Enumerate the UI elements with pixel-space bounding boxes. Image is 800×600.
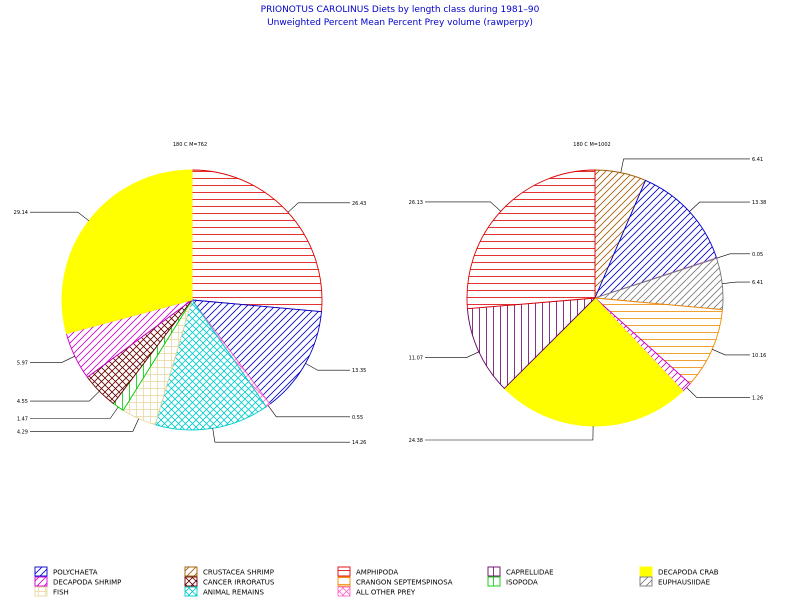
pie-slice-animal-remains [154,298,267,431]
legend-item-animal-remains: ANIMAL REMAINS [184,586,264,597]
pie-slice-polychaeta [191,299,322,405]
data-label-decapoda-shrimp: 1.26 [752,395,763,401]
cross-hatch-icon [337,586,351,597]
legend-label: ALL OTHER PREY [356,589,416,597]
diag-hatch-icon [34,566,48,577]
data-label-caprellidae: 11.07 [409,356,423,362]
leader-line-isopoda [30,406,119,419]
legend-item-euphausiidae: EUPHAUSIIDAE [639,576,710,587]
vertical-hatch-icon [487,576,501,587]
legend-label: ISOPODA [506,579,538,587]
legend-label: CRUSTACEA SHRIMP [203,569,274,577]
diag-hatch-icon [184,566,198,577]
diag-hatch-icon [639,576,653,587]
data-label-all-other-prey: 0.05 [752,252,763,258]
grid-hatch-icon [34,586,48,597]
leader-line-decapoda-crab [425,425,594,441]
pie-slice-decapoda-crab [503,297,684,427]
chart-subtitle: Unweighted Percent Mean Percent Prey vol… [267,18,533,28]
data-label-fish: 4.29 [17,429,28,435]
legend-item-decapoda-shrimp: DECAPODA SHRIMP [34,576,121,587]
legend-label: CANCER IRRORATUS [203,579,275,587]
data-label-all-other-prey: 0.55 [352,415,363,421]
leader-line-euphausiidae [722,281,750,284]
data-label-decapoda-crab: 29.14 [14,210,28,216]
horizontal-hatch-icon [337,566,351,577]
data-label-polychaeta: 13.38 [752,200,766,206]
leader-line-decapoda-crab [30,211,90,222]
data-label-crangon-septemspinosa: 10.16 [752,353,766,359]
leader-line-cancer-irroratus [30,390,100,402]
legend-item-isopoda: ISOPODA [487,576,538,587]
legend-label: ANIMAL REMAINS [203,589,264,597]
pie-slice-crangon-septemspinosa [593,297,723,385]
leader-line-amphipoda [425,201,502,212]
data-label-decapoda-crab: 24.38 [409,438,423,444]
data-label-crustacea-shrimp: 6.41 [752,157,763,163]
data-label-cancer-irroratus: 4.55 [17,399,28,405]
legend-item-fish: FISH [34,586,69,597]
cross-hatch-icon [184,576,198,587]
leader-line-crangon-septemspinosa [712,349,750,356]
legend-label: CRANGON SEPTEMSPINOSA [356,579,453,587]
legend-item-amphipoda: AMPHIPODA [337,566,398,577]
legend-label: DECAPODA CRAB [658,569,719,577]
pie-chart-label: 180 C M=762 [173,142,207,148]
chart-title: PRIONOTUS CAROLINUS Diets by length clas… [261,5,540,15]
legend-item-polychaeta: POLYCHAETA [34,566,98,577]
pie-slice-decapoda-crab [61,169,193,334]
pie-slice-amphipoda [466,169,596,310]
leader-line-amphipoda [287,202,350,213]
pie-charts-group: 180 C M=762 26.43 13.35 0.55 14.26 4.29 1.47 4.… [14,142,767,446]
data-label-amphipoda: 26.43 [352,201,366,207]
pie-slice-amphipoda [191,169,323,313]
legend-label: FISH [53,589,69,597]
legend-label: POLYCHAETA [53,569,98,577]
legend-label: DECAPODA SHRIMP [53,579,121,587]
legend-label: CAPRELLIDAE [506,569,554,577]
vertical-hatch-icon [487,566,501,577]
leader-line-crustacea-shrimp [620,158,750,173]
leader-line-animal-remains [212,428,350,443]
pie-chart-label: 180 C M=1002 [573,142,610,148]
leader-line-all-other-prey [267,405,350,418]
horizontal-hatch-icon [337,576,351,587]
legend-label: EUPHAUSIIDAE [658,579,710,587]
cross-hatch-icon [184,586,198,597]
legend-item-cancer-irroratus: CANCER IRRORATUS [184,576,275,587]
data-label-animal-remains: 14.26 [352,440,366,446]
leader-line-decapoda-shrimp [30,355,75,363]
legend-item-all-other-prey: ALL OTHER PREY [337,586,416,597]
leader-line-all-other-prey [716,253,750,259]
leader-line-polychaeta [689,201,750,212]
pie-chart-1: 180 C M=762 26.43 13.35 0.55 14.26 4.29 1.47 4.… [14,142,367,446]
legend-item-decapoda-crab: DECAPODA CRAB [639,566,719,577]
legend: POLYCHAETA DECAPODA SHRIMP FISH CRUSTACEA S… [34,566,719,597]
legend-item-caprellidae: CAPRELLIDAE [487,566,554,577]
leader-line-fish [30,418,139,432]
leader-line-decapoda-shrimp [686,387,750,398]
leader-line-polychaeta [305,363,350,371]
legend-item-crustacea-shrimp: CRUSTACEA SHRIMP [184,566,274,577]
diag-hatch-icon [34,576,48,587]
leader-line-caprellidae [425,351,480,359]
solid-fill-icon [639,566,653,577]
data-label-isopoda: 1.47 [17,417,28,423]
legend-item-crangon-septemspinosa: CRANGON SEPTEMSPINOSA [337,576,453,587]
data-label-decapoda-shrimp: 5.97 [17,360,28,366]
data-label-euphausiidae: 6.41 [752,280,763,286]
pie-chart-2: 180 C M=1002 6.41 13.38 0.05 6.41 10.16 1.26 24… [409,142,767,444]
data-label-amphipoda: 26.13 [409,200,423,206]
data-label-polychaeta: 13.35 [352,368,366,374]
legend-label: AMPHIPODA [356,569,398,577]
